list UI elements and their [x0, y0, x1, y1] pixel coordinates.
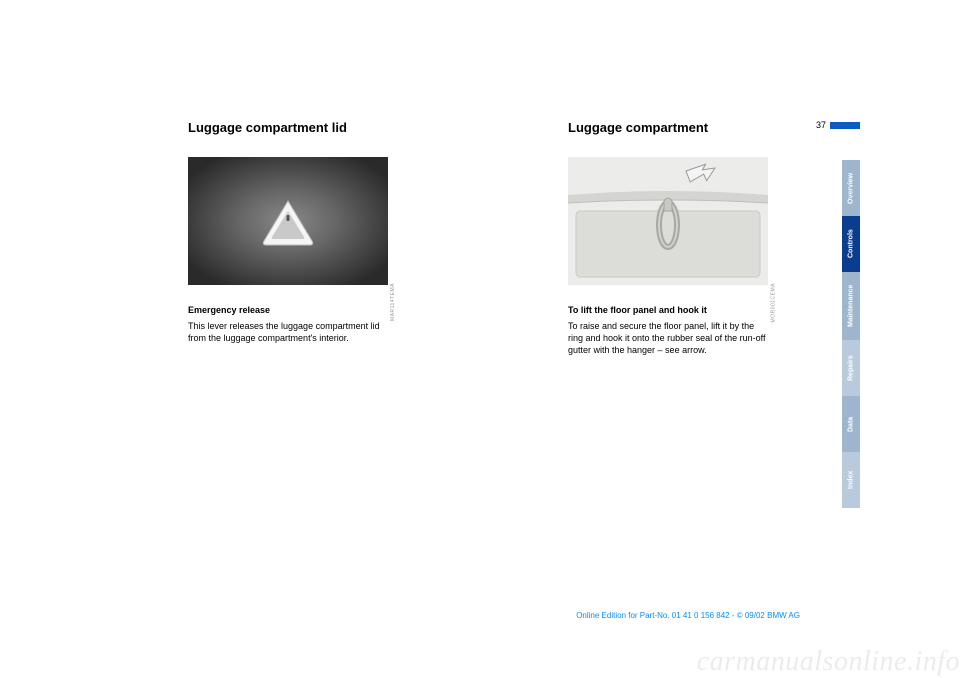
body-text-left: This lever releases the luggage compartm… — [188, 320, 388, 344]
left-column: Luggage compartment lid — [188, 120, 388, 356]
section-title-right: Luggage compartment — [568, 120, 768, 135]
footer-line: Online Edition for Part-No. 01 41 0 156 … — [576, 611, 800, 620]
right-column: Luggage compartment — [568, 120, 768, 356]
section-title-left: Luggage compartment lid — [188, 120, 388, 135]
figure-code-left: MAR114TEMA — [390, 283, 396, 321]
page-number-bar — [830, 122, 860, 129]
tab-maintenance[interactable]: Maintenance — [842, 272, 860, 340]
tab-data[interactable]: Data — [842, 396, 860, 452]
tab-overview[interactable]: Overview — [842, 160, 860, 216]
tab-controls[interactable]: Controls — [842, 216, 860, 272]
subheading-left: Emergency release — [188, 305, 388, 315]
content-columns: Luggage compartment lid — [0, 0, 960, 356]
figure-code-right: MOR001CEMA — [770, 283, 776, 322]
figure-floor-panel: MOR001CEMA — [568, 157, 768, 285]
floor-panel-illustration — [568, 157, 768, 285]
tab-index[interactable]: Index — [842, 452, 860, 508]
body-text-right: To raise and secure the floor panel, lif… — [568, 320, 768, 356]
tab-repairs[interactable]: Repairs — [842, 340, 860, 396]
manual-page: 37 Luggage compartment lid — [0, 0, 960, 678]
watermark: carmanualsonline.info — [697, 646, 960, 678]
release-lever-illustration — [188, 157, 388, 285]
page-number-row: 37 — [816, 120, 860, 130]
subheading-right: To lift the floor panel and hook it — [568, 305, 768, 315]
side-tabs: OverviewControlsMaintenanceRepairsDataIn… — [842, 160, 860, 508]
page-number: 37 — [816, 120, 826, 130]
figure-emergency-release: MAR114TEMA — [188, 157, 388, 285]
